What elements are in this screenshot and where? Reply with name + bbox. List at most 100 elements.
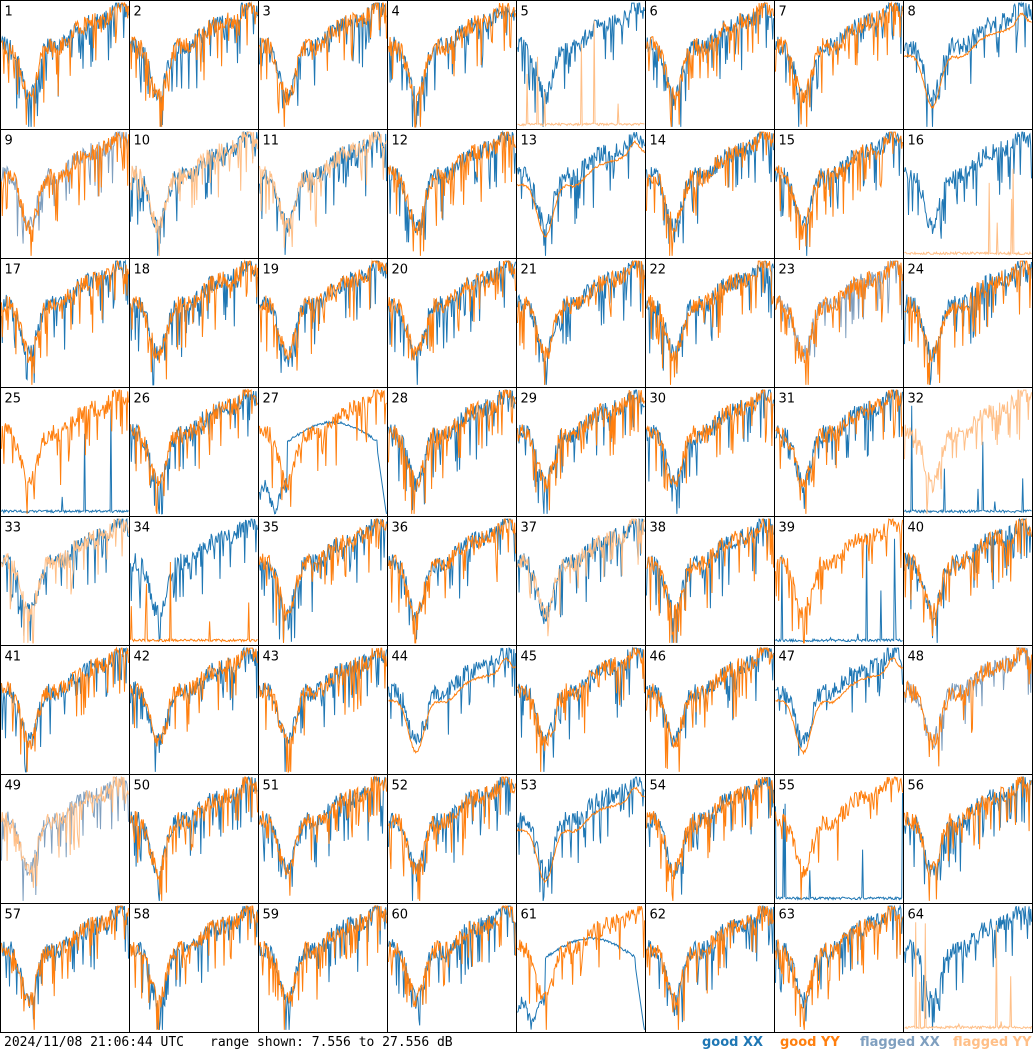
panel-label: 40 <box>908 521 925 536</box>
panel-24: 24 <box>903 258 1033 388</box>
panel-frame <box>903 258 1033 388</box>
panel-label: 64 <box>908 908 925 923</box>
series-yy <box>775 657 903 756</box>
series-yy <box>775 131 903 251</box>
series-xx <box>259 904 387 1030</box>
series-yy <box>646 260 774 385</box>
panel-frame <box>516 774 646 904</box>
panel-frame <box>903 516 1033 646</box>
panel-21: 21 <box>516 258 646 388</box>
series-xx <box>904 405 1032 515</box>
panel-label: 28 <box>392 392 409 407</box>
panel-13: 13 <box>516 129 646 259</box>
panel-label: 19 <box>263 263 280 278</box>
panel-frame <box>129 387 259 517</box>
series-yy <box>1 904 129 1030</box>
series-xx <box>904 131 1032 239</box>
panel-40: 40 <box>903 516 1033 646</box>
panel-label: 6 <box>650 5 658 20</box>
panel-label: 37 <box>521 521 538 536</box>
panel-11: 11 <box>258 129 388 259</box>
panel-label: 58 <box>134 908 151 923</box>
series-xx <box>517 936 645 1030</box>
legend-good-yy: good YY <box>780 1035 840 1050</box>
panel-37: 37 <box>516 516 646 646</box>
panel-45: 45 <box>516 645 646 775</box>
panel-51: 51 <box>258 774 388 904</box>
panel-17: 17 <box>0 258 130 388</box>
panel-label: 34 <box>134 521 151 536</box>
panel-label: 1 <box>5 5 13 20</box>
series-xx <box>1 2 129 127</box>
series-xx <box>517 776 645 901</box>
series-yy <box>388 131 516 256</box>
panel-label: 18 <box>134 263 151 278</box>
panel-label: 63 <box>779 908 796 923</box>
panel-label: 2 <box>134 5 142 20</box>
panel-frame <box>903 645 1033 775</box>
panel-label: 15 <box>779 134 796 149</box>
panel-10: 10 <box>129 129 259 259</box>
series-yy <box>646 518 774 643</box>
panel-54: 54 <box>645 774 775 904</box>
series-xx <box>775 389 903 509</box>
panel-33: 33 <box>0 516 130 646</box>
panel-3: 3 <box>258 0 388 130</box>
panel-frame <box>516 129 646 259</box>
series-yy <box>517 389 645 511</box>
series-xx <box>775 647 903 756</box>
panel-27: 27 <box>258 387 388 517</box>
panel-label: 35 <box>263 521 280 536</box>
panel-label: 13 <box>521 134 538 149</box>
panel-label: 32 <box>908 392 925 407</box>
panel-frame <box>258 129 388 259</box>
series-yy <box>517 905 645 1030</box>
panel-1: 1 <box>0 0 130 130</box>
panel-39: 39 <box>774 516 904 646</box>
panel-60: 60 <box>387 903 517 1033</box>
series-yy <box>130 131 258 256</box>
series-yy <box>1 646 129 772</box>
panel-16: 16 <box>903 129 1033 259</box>
panel-2: 2 <box>129 0 259 130</box>
footer: 2024/11/08 21:06:44 UTC range shown: 7.5… <box>0 1033 1033 1053</box>
panel-42: 42 <box>129 645 259 775</box>
series-yy <box>1 389 129 514</box>
panel-36: 36 <box>387 516 517 646</box>
panel-frame <box>0 516 130 646</box>
series-yy <box>904 922 1032 1030</box>
panel-52: 52 <box>387 774 517 904</box>
series-yy <box>388 2 516 128</box>
series-yy <box>904 646 1032 767</box>
panel-label: 46 <box>650 650 667 665</box>
series-yy <box>646 131 774 256</box>
panel-14: 14 <box>645 129 775 259</box>
panel-label: 5 <box>521 5 529 20</box>
panel-label: 20 <box>392 263 409 278</box>
panel-56: 56 <box>903 774 1033 904</box>
series-yy <box>130 1 258 127</box>
legend-flagged-yy: flagged YY <box>953 1035 1032 1050</box>
series-xx <box>1 776 129 901</box>
series-yy <box>388 389 516 514</box>
panel-label: 60 <box>392 908 409 923</box>
panel-49: 49 <box>0 774 130 904</box>
panel-frame <box>387 645 517 775</box>
series-yy <box>1 775 129 888</box>
series-yy <box>517 518 645 637</box>
panel-label: 26 <box>134 392 151 407</box>
series-yy <box>259 259 387 371</box>
panel-57: 57 <box>0 903 130 1033</box>
panel-23: 23 <box>774 258 904 388</box>
panel-31: 31 <box>774 387 904 517</box>
panel-6: 6 <box>645 0 775 130</box>
legend-flagged-xx: flagged XX <box>860 1035 940 1050</box>
panel-29: 29 <box>516 387 646 517</box>
series-yy <box>517 260 645 385</box>
series-yy <box>904 389 1032 514</box>
panel-label: 24 <box>908 263 925 278</box>
panel-28: 28 <box>387 387 517 517</box>
series-yy <box>904 12 1032 109</box>
series-xx <box>646 647 774 747</box>
panel-22: 22 <box>645 258 775 388</box>
